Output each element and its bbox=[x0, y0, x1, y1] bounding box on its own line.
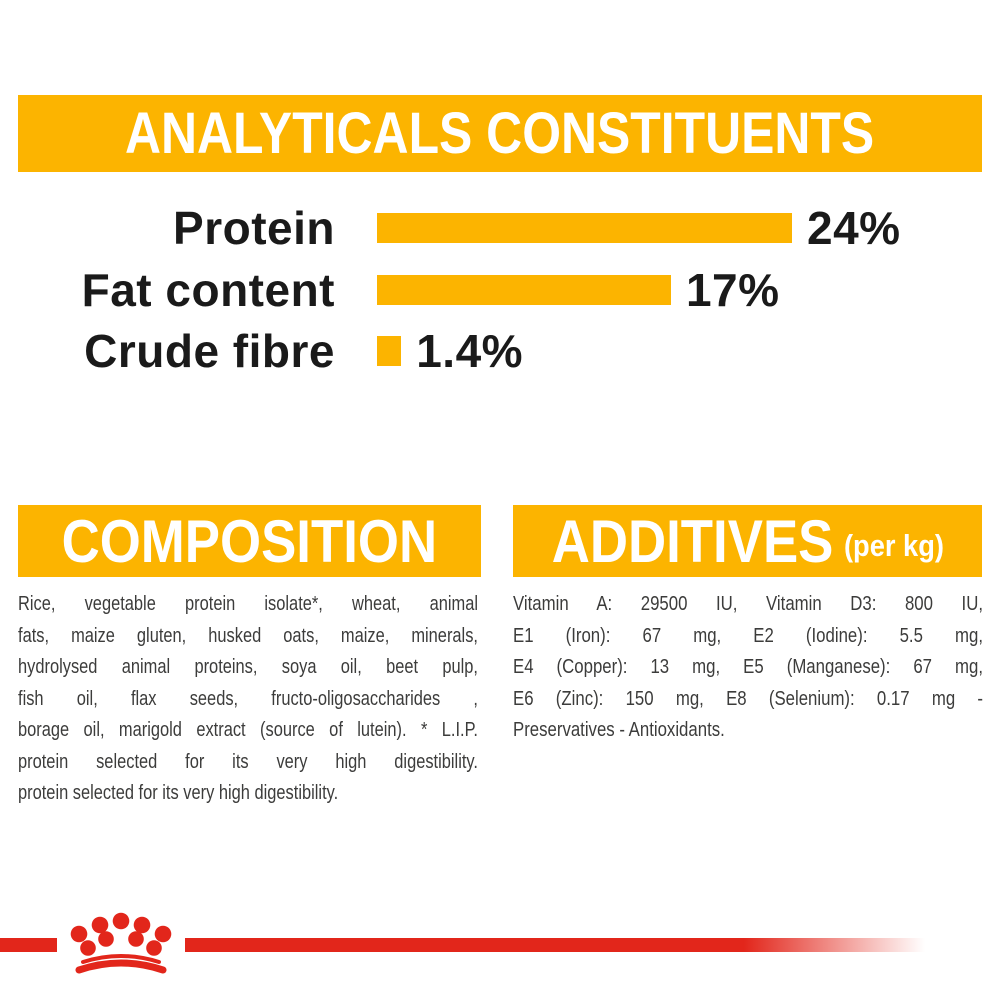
additives-per-kg-label: (per kg) bbox=[843, 527, 944, 563]
text-line: hydrolysed animal proteins, soya oil, be… bbox=[18, 656, 478, 678]
bar bbox=[377, 274, 671, 305]
additives-title: ADDITIVES bbox=[551, 507, 834, 575]
text-line: protein selected for its very high diges… bbox=[18, 782, 339, 804]
text-line: Preservatives - Antioxidants. bbox=[513, 719, 725, 741]
composition-title: COMPOSITION bbox=[61, 507, 438, 575]
royal-canin-crown-icon bbox=[70, 912, 172, 974]
bar-row-fat-content: Fat content 17% bbox=[0, 263, 1000, 316]
composition-body: Rice, vegetable protein isolate*, wheat,… bbox=[18, 589, 478, 810]
text-line: Rice, vegetable protein isolate*, wheat,… bbox=[18, 593, 478, 615]
additives-title-group: ADDITIVES (per kg) bbox=[551, 507, 943, 576]
text-line: fish oil, flax seeds, fructo-oligosaccha… bbox=[18, 687, 478, 710]
bar-label: Fat content bbox=[81, 263, 335, 316]
nutrition-bar-chart: Protein 24% Fat content 17% Crude fibre 1.4% bbox=[0, 202, 1000, 377]
text-line: E4 (Copper): 13 mg, E5 (Manganese): 67 m… bbox=[513, 656, 984, 678]
additives-body: Vitamin A: 29500 IU, Vitamin D3: 800 IU,… bbox=[513, 589, 983, 747]
bar-row-crude-fibre: Crude fibre 1.4% bbox=[0, 325, 1000, 377]
bar bbox=[377, 336, 402, 366]
analytical-constituents-header: ANALYTICALS CONSTITUENTS bbox=[18, 95, 982, 172]
brand-band-left bbox=[0, 938, 57, 952]
analytical-constituents-title: ANALYTICALS CONSTITUENTS bbox=[125, 101, 875, 166]
bar-row-protein: Protein 24% bbox=[0, 202, 1000, 254]
brand-band-right bbox=[185, 938, 940, 952]
bar-value: 17% bbox=[685, 263, 780, 316]
bar bbox=[377, 213, 792, 243]
text-line: E1 (Iron): 67 mg, E2 (Iodine): 5.5 mg, bbox=[513, 624, 984, 647]
bar-label: Crude fibre bbox=[84, 325, 335, 377]
bar-value: 1.4% bbox=[416, 325, 524, 377]
additives-header: ADDITIVES (per kg) bbox=[513, 505, 982, 577]
composition-header: COMPOSITION bbox=[18, 505, 481, 577]
bar-value: 24% bbox=[807, 202, 901, 254]
text-line: E6 (Zinc): 150 mg, E8 (Selenium): 0.17 m… bbox=[513, 687, 984, 710]
text-line: Vitamin A: 29500 IU, Vitamin D3: 800 IU, bbox=[513, 593, 984, 615]
text-line: fats, maize gluten, husked oats, maize, … bbox=[18, 624, 478, 647]
text-line: protein selected for its very high diges… bbox=[18, 750, 478, 773]
text-line: borage oil, marigold extract (source of … bbox=[18, 719, 478, 741]
bar-label: Protein bbox=[173, 202, 335, 254]
